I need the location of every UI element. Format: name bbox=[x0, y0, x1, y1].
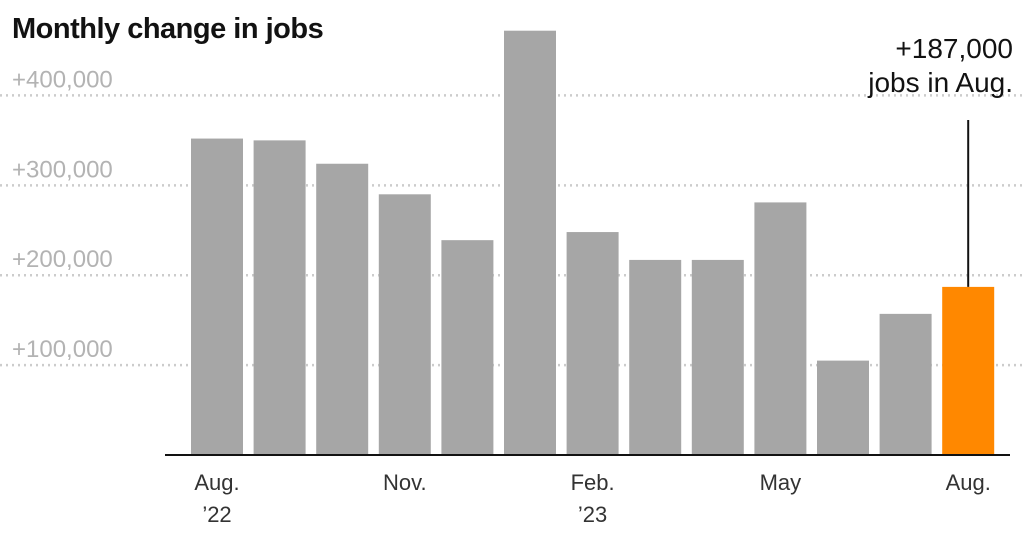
annotation-label: +187,000 bbox=[895, 33, 1013, 64]
x-tick-label: May bbox=[760, 470, 802, 495]
bar bbox=[378, 194, 431, 455]
x-tick-label: ’23 bbox=[578, 502, 607, 527]
bar bbox=[566, 232, 619, 455]
y-tick-label: +300,000 bbox=[12, 156, 113, 183]
annotation-label: jobs in Aug. bbox=[867, 67, 1013, 98]
x-tick-label: Feb. bbox=[571, 470, 615, 495]
bar bbox=[879, 313, 932, 455]
bar bbox=[441, 240, 494, 455]
bar bbox=[817, 360, 869, 455]
bar bbox=[754, 202, 807, 455]
y-tick-label: +400,000 bbox=[12, 66, 113, 93]
x-tick-label: Aug. bbox=[194, 470, 239, 495]
bar bbox=[253, 140, 306, 456]
y-tick-label: +200,000 bbox=[12, 246, 113, 273]
bars bbox=[191, 30, 995, 456]
bar bbox=[191, 138, 243, 455]
bar-highlight bbox=[942, 286, 995, 455]
x-tick-label: ’22 bbox=[202, 502, 231, 527]
x-tick-label: Aug. bbox=[946, 470, 991, 495]
y-tick-labels: +400,000 +300,000 +200,000 +100,000 bbox=[12, 66, 113, 363]
x-tick-label: Nov. bbox=[383, 470, 427, 495]
y-tick-label: +100,000 bbox=[12, 336, 113, 363]
chart-title: Monthly change in jobs bbox=[12, 13, 323, 45]
x-tick-labels: Aug. ’22 Nov. Feb. ’23 May Aug. bbox=[194, 470, 990, 527]
bar bbox=[629, 259, 682, 455]
bar bbox=[691, 259, 744, 455]
bar bbox=[316, 163, 369, 455]
bar bbox=[504, 30, 556, 456]
